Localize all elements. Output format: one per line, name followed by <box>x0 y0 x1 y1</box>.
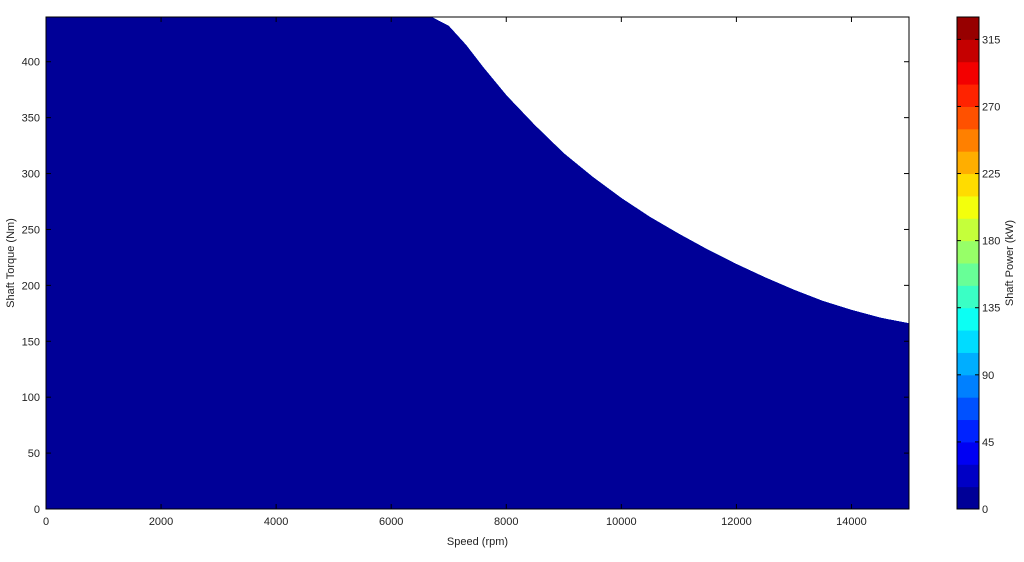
colorbar-segment <box>957 173 979 197</box>
y-tick-label: 100 <box>22 392 40 404</box>
colorbar-segment <box>957 374 979 398</box>
colorbar-segment <box>957 151 979 175</box>
colorbar-segment <box>957 441 979 465</box>
x-tick-label: 0 <box>43 516 49 528</box>
colorbar-segment <box>957 84 979 107</box>
colorbar-segment <box>957 486 979 510</box>
colorbar-segment <box>957 397 979 421</box>
x-tick-label: 14000 <box>836 516 867 528</box>
y-axis-label: Shaft Torque (Nm) <box>5 218 17 308</box>
colorbar-tick-label: 315 <box>982 34 1000 46</box>
colorbar-segment <box>957 61 979 85</box>
x-tick-label: 2000 <box>149 516 173 528</box>
colorbar: 0 45 90 135 180 225 270 315 <box>956 16 1000 516</box>
colorbar-segment <box>957 128 979 152</box>
colorbar-tick-label: 180 <box>982 236 1000 248</box>
colorbar-tick-label: 0 <box>982 504 988 516</box>
x-tick-label: 8000 <box>494 516 518 528</box>
colorbar-segment <box>957 263 979 286</box>
colorbar-frame <box>956 16 980 510</box>
y-tick-label: 50 <box>28 448 40 460</box>
colorbar-segment <box>957 218 979 242</box>
y-tick-label: 0 <box>34 504 40 516</box>
plot-frame <box>45 16 910 510</box>
y-tick-label: 150 <box>22 336 40 348</box>
x-axis-label: Speed (rpm) <box>447 536 508 548</box>
colorbar-segment <box>957 240 979 264</box>
colorbar-segment <box>957 464 979 488</box>
colorbar-segment <box>957 39 979 63</box>
colorbar-segment <box>957 106 979 130</box>
y-tick-label: 250 <box>22 224 40 236</box>
colorbar-tick-label: 90 <box>982 370 994 382</box>
colorbar-segment <box>957 307 979 331</box>
y-tick-label: 300 <box>22 169 40 181</box>
x-tick-label: 4000 <box>264 516 288 528</box>
colorbar-segment <box>957 419 979 443</box>
x-tick-label: 10000 <box>606 516 637 528</box>
y-tick-label: 200 <box>22 280 40 292</box>
colorbar-label: Shaft Power (kW) <box>1004 220 1016 306</box>
plot-area: 0 2000 4000 6000 8000 10000 12000 14000 0 50 100 15… <box>22 16 910 528</box>
y-tick-label: 400 <box>22 57 40 69</box>
colorbar-segment <box>957 17 979 40</box>
colorbar-segment <box>957 195 979 219</box>
colorbar-tick-label: 225 <box>982 169 1000 181</box>
y-tick-label: 350 <box>22 113 40 125</box>
colorbar-tick-label: 270 <box>982 101 1000 113</box>
colorbar-tick-label: 45 <box>982 437 994 449</box>
x-tick-label: 12000 <box>721 516 752 528</box>
colorbar-tick-label: 135 <box>982 303 1000 315</box>
x-tick-label: 6000 <box>379 516 403 528</box>
colorbar-segment <box>957 285 979 309</box>
colorbar-segment <box>957 330 979 353</box>
colorbar-segment <box>957 352 979 376</box>
